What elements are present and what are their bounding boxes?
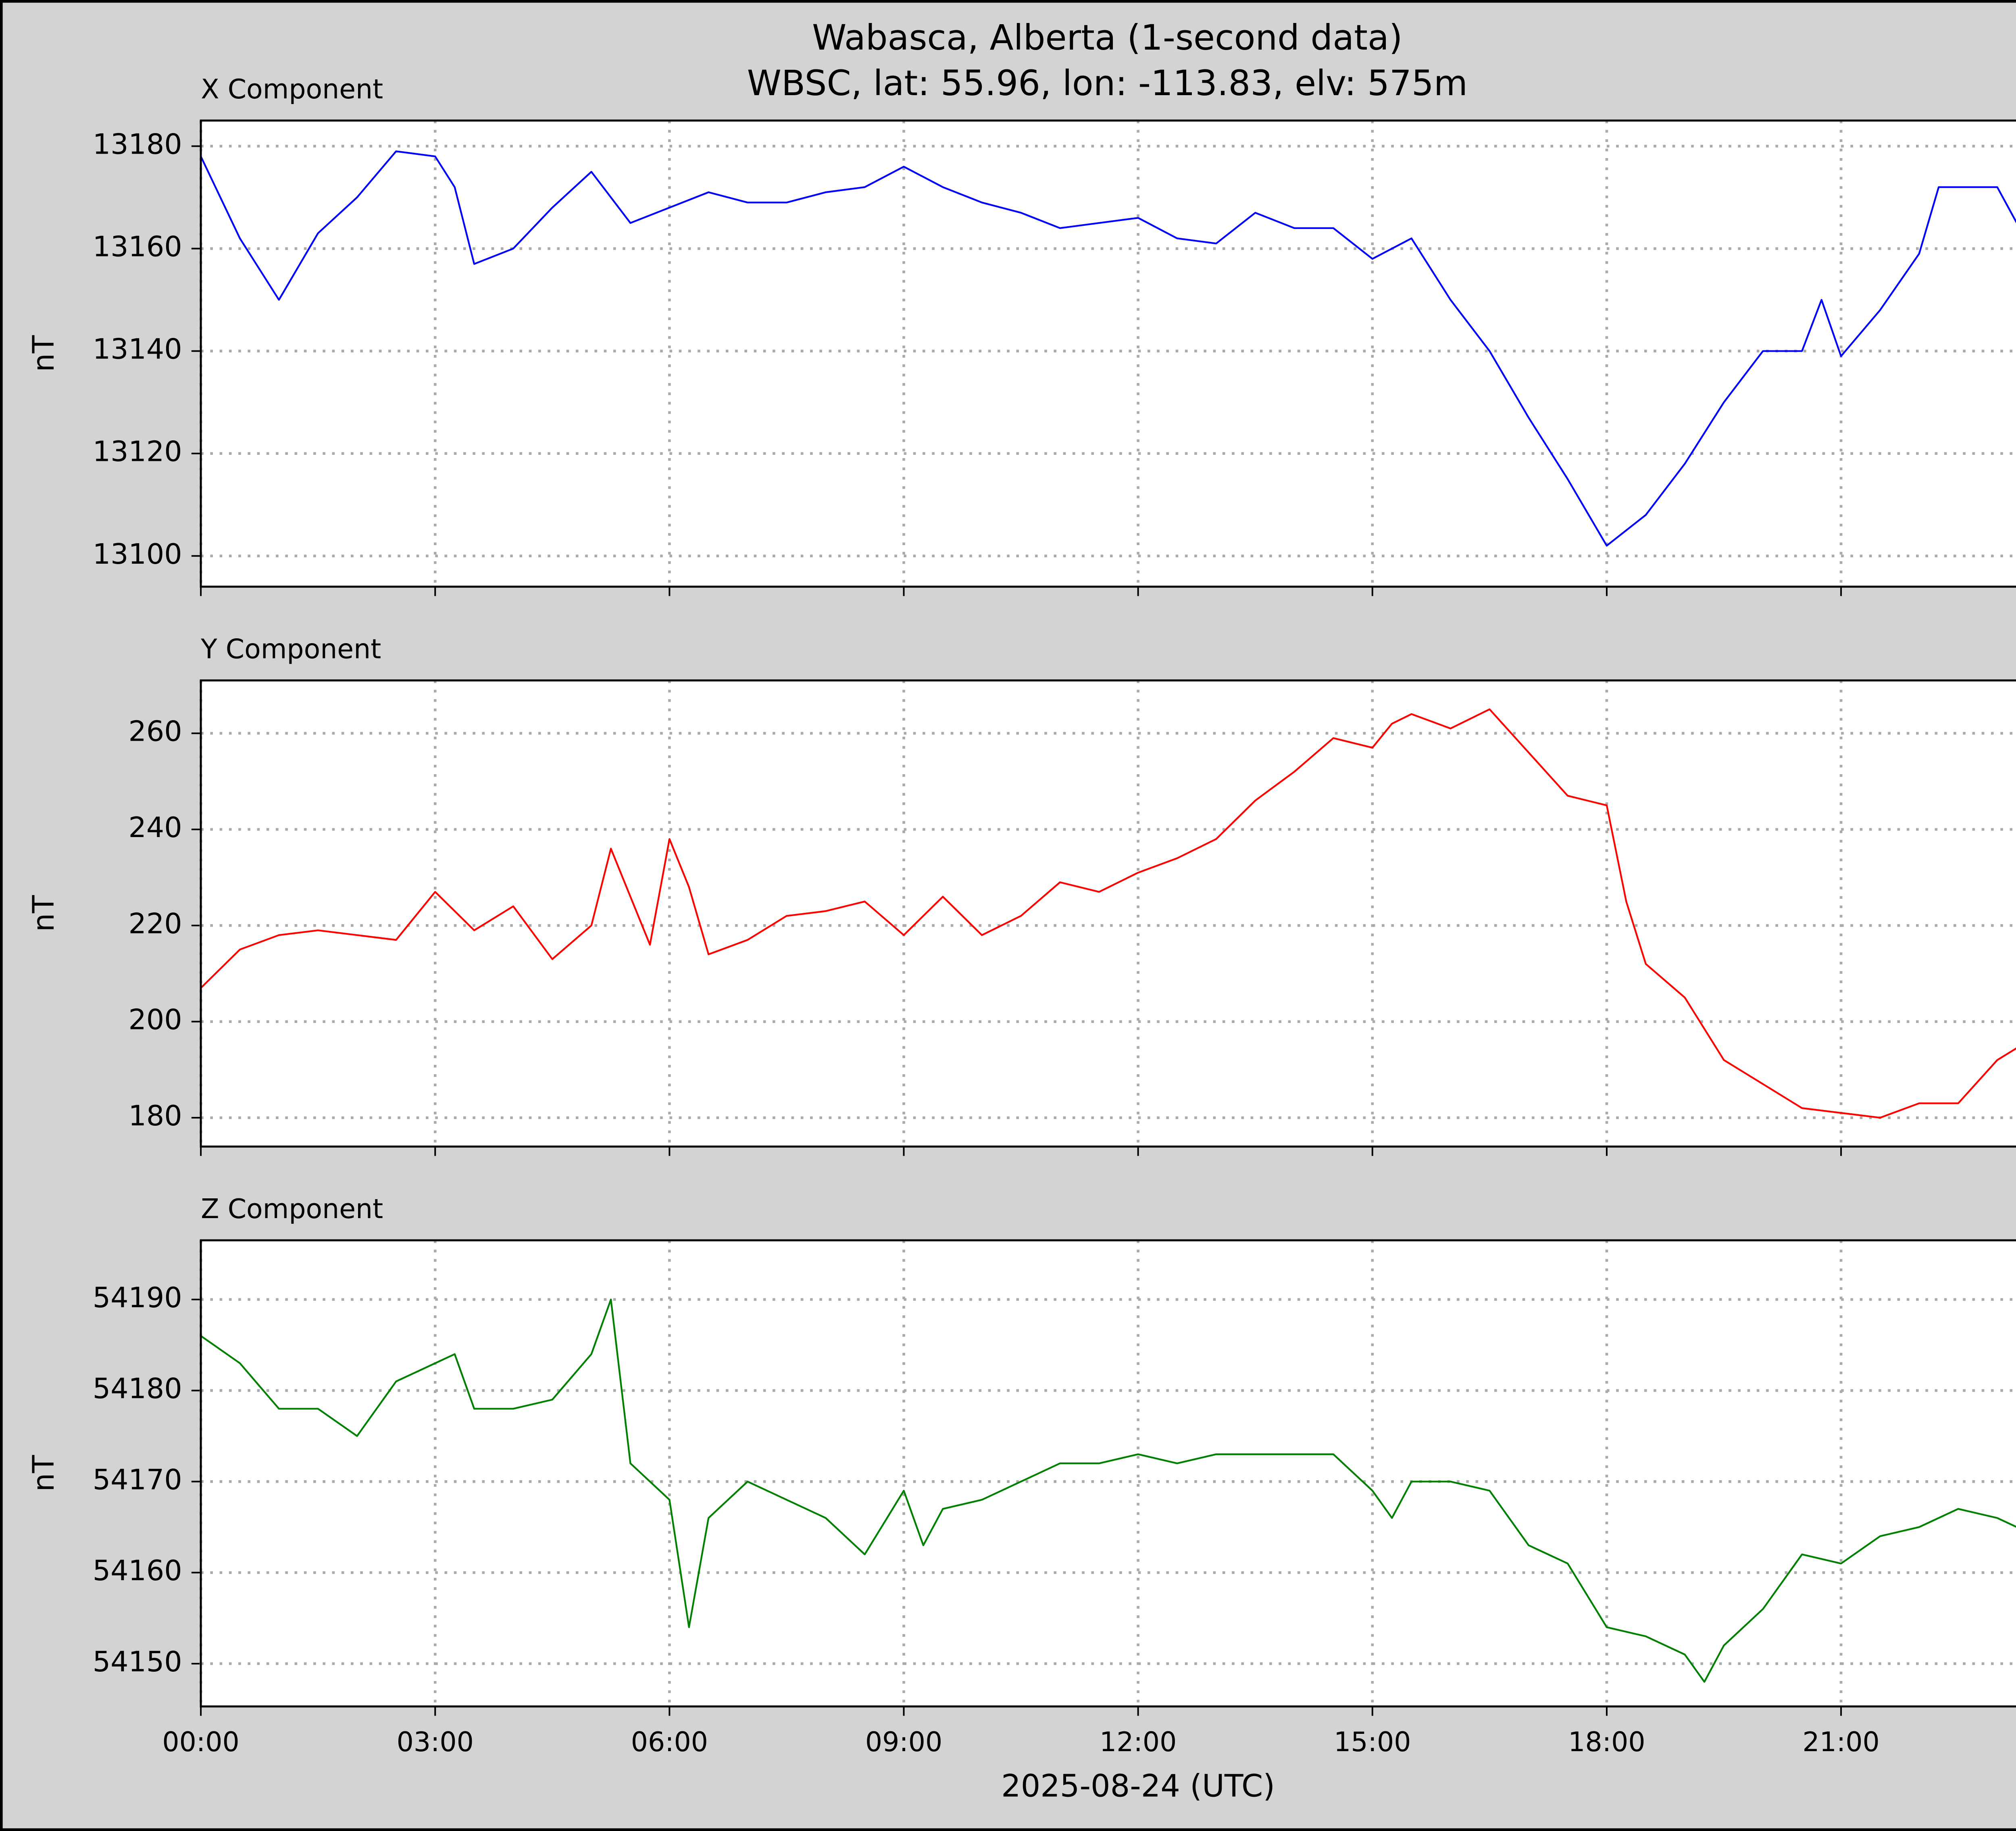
x-tick-label: 00:00 [162, 1726, 239, 1758]
y-tick-label: 13120 [93, 435, 182, 468]
figure-title: Wabasca, Alberta (1-second data) [812, 18, 1403, 58]
data-line [200, 150, 2016, 547]
y-tick-label: 260 [129, 715, 182, 748]
x-tick-label: 15:00 [1334, 1726, 1411, 1758]
y-tick-label: 13180 [93, 128, 182, 161]
x-tick-label: 21:00 [1802, 1726, 1879, 1758]
y-axis-label: nT [27, 1455, 61, 1491]
y-tick-label: 54190 [93, 1281, 182, 1314]
y-tick-label: 54180 [93, 1373, 182, 1405]
plot-frame [200, 119, 2016, 588]
panel-title: X Component [201, 73, 383, 105]
y-axis-label: nT [27, 335, 61, 372]
y-tick-label: 180 [129, 1100, 182, 1132]
plot-frame [200, 1239, 2016, 1708]
x-tick-label: 09:00 [865, 1726, 942, 1758]
data-line [200, 1298, 2016, 1683]
panel-title: Z Component [201, 1193, 383, 1225]
y-tick-label: 220 [129, 907, 182, 940]
x-tick-label: 12:00 [1100, 1726, 1177, 1758]
y-tick-label: 54150 [93, 1646, 182, 1678]
y-axis-label: nT [27, 895, 61, 932]
panel-title: Y Component [200, 633, 381, 664]
x-tick-label: 03:00 [397, 1726, 474, 1758]
y-tick-label: 13160 [93, 231, 182, 263]
figure-subtitle: WBSC, lat: 55.96, lon: -113.83, elv: 575… [747, 63, 1468, 104]
data-line [200, 708, 2016, 1119]
plot-area [201, 120, 2016, 587]
x-tick-label: 06:00 [631, 1726, 708, 1758]
plot-area [201, 1240, 2016, 1707]
x-tick-label: 18:00 [1568, 1726, 1645, 1758]
x-axis-label: 2025-08-24 (UTC) [1001, 1769, 1275, 1804]
y-tick-label: 13100 [93, 538, 182, 571]
y-tick-label: 54160 [93, 1554, 182, 1587]
y-tick-label: 240 [129, 811, 182, 844]
y-tick-label: 200 [129, 1004, 182, 1036]
y-tick-label: 54170 [93, 1463, 182, 1496]
plot-frame [200, 679, 2016, 1148]
plot-area [201, 680, 2016, 1147]
y-tick-label: 13140 [93, 333, 182, 366]
